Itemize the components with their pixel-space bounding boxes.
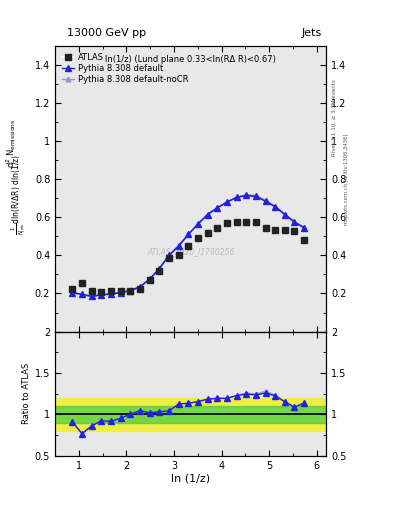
Y-axis label: Ratio to ATLAS: Ratio to ATLAS	[22, 363, 31, 424]
Text: d$^2$ N$_\mathrm{emissions}$: d$^2$ N$_\mathrm{emissions}$	[4, 119, 18, 168]
Text: ATLAS_2020_I1790256: ATLAS_2020_I1790256	[147, 247, 234, 256]
Text: Jets: Jets	[302, 28, 322, 38]
Text: Rivet 3.1.10, ≥ 3.3M events: Rivet 3.1.10, ≥ 3.3M events	[332, 79, 337, 156]
Text: $\frac{1}{N_\mathrm{jets}}$dln(R/$\Delta$R) dln(1/z): $\frac{1}{N_\mathrm{jets}}$dln(R/$\Delta…	[10, 154, 28, 235]
Text: mcplots.cern.ch [arXiv:1306.3436]: mcplots.cern.ch [arXiv:1306.3436]	[344, 134, 349, 225]
X-axis label: ln (1/z): ln (1/z)	[171, 473, 210, 483]
Text: ln(1/z) (Lund plane 0.33<ln(RΔ R)<0.67): ln(1/z) (Lund plane 0.33<ln(RΔ R)<0.67)	[105, 55, 276, 63]
Legend: ATLAS, Pythia 8.308 default, Pythia 8.308 default-noCR: ATLAS, Pythia 8.308 default, Pythia 8.30…	[59, 50, 191, 87]
Text: 13000 GeV pp: 13000 GeV pp	[67, 28, 146, 38]
